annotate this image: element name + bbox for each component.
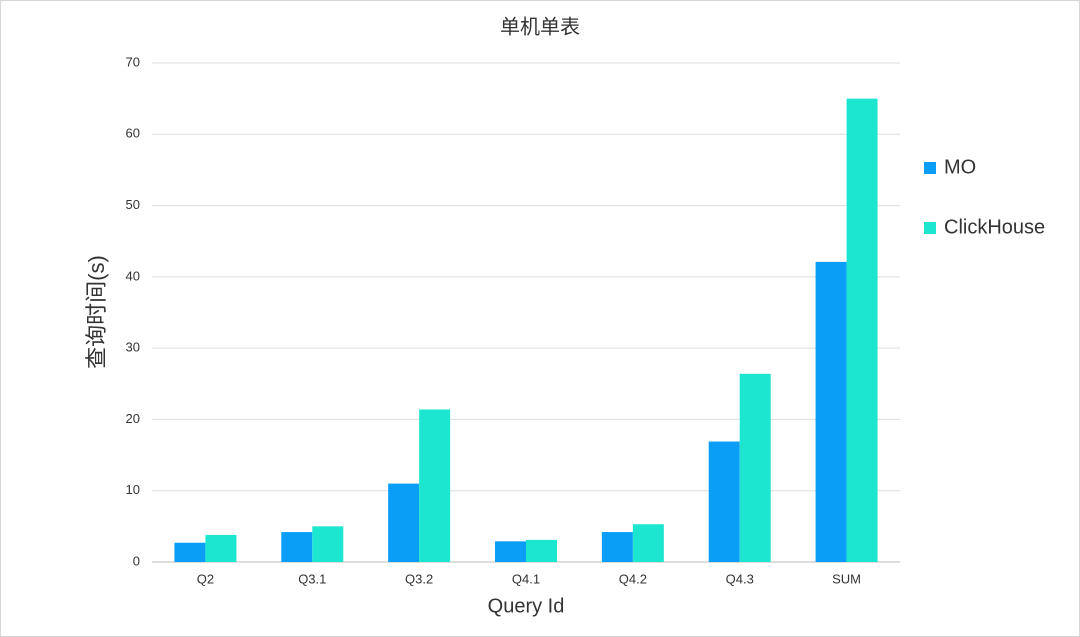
y-tick-label: 10: [126, 482, 140, 497]
x-tick-label: Q4.1: [512, 571, 540, 586]
legend-label: MO: [944, 156, 976, 178]
x-axis-label: Query Id: [488, 595, 565, 617]
y-axis-label: 查询时间(s): [84, 255, 109, 369]
bar: [526, 539, 557, 562]
bar: [205, 534, 237, 562]
y-tick-label: 50: [126, 197, 140, 212]
x-tick-label: Q4.3: [726, 571, 754, 586]
y-tick-label: 30: [126, 340, 140, 355]
bar: [632, 524, 664, 562]
y-tick-label: 20: [126, 411, 140, 426]
bar: [312, 526, 344, 562]
x-tick-label: Q2: [197, 571, 214, 586]
bar: [495, 541, 526, 562]
x-tick-label: SUM: [832, 571, 861, 586]
y-tick-label: 40: [126, 268, 140, 283]
legend-label: ClickHouse: [944, 216, 1045, 238]
bar: [708, 441, 740, 562]
bar: [281, 532, 313, 562]
legend-swatch: [924, 222, 936, 234]
bar: [846, 98, 878, 563]
bar: [174, 542, 206, 562]
bar: [739, 373, 771, 562]
chart-title: 单机单表: [500, 15, 580, 38]
y-tick-label: 0: [133, 553, 140, 568]
bar: [601, 532, 633, 562]
y-tick-label: 70: [126, 54, 140, 69]
bar: [388, 483, 420, 562]
bar: [815, 261, 847, 562]
bar: [419, 409, 451, 562]
y-tick-label: 60: [126, 126, 140, 141]
x-tick-label: Q3.1: [298, 571, 326, 586]
legend-swatch: [924, 162, 936, 174]
x-tick-label: Q3.2: [405, 571, 433, 586]
x-tick-label: Q4.2: [619, 571, 647, 586]
